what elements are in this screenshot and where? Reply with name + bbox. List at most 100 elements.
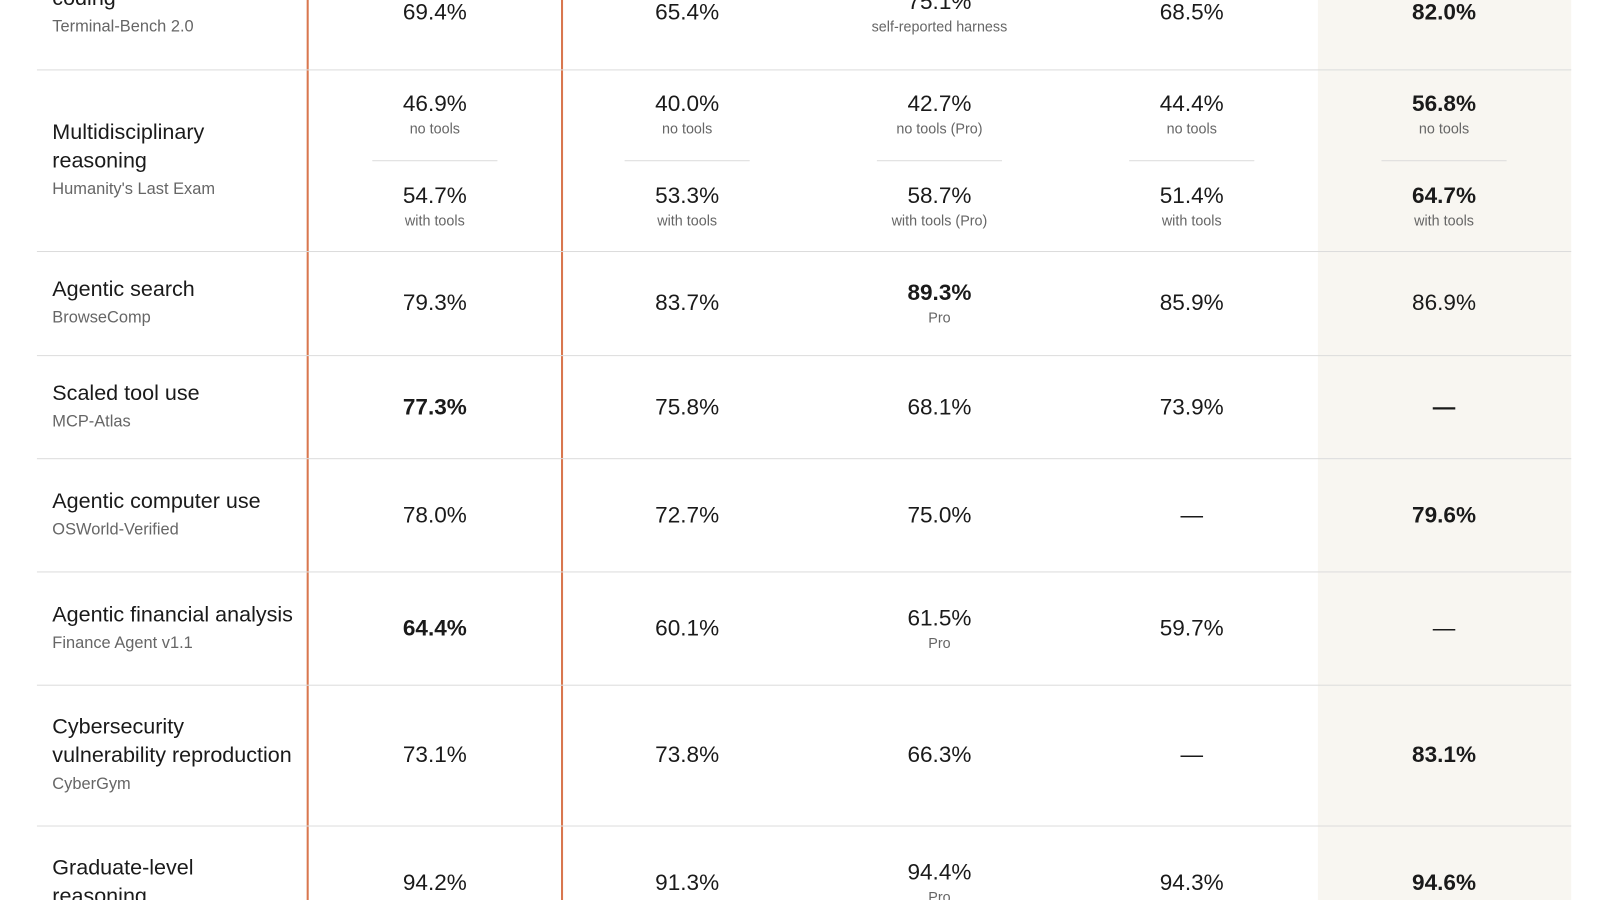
row-header: coding Terminal-Bench 2.0 — [52, 0, 293, 69]
score-value: 68.1% — [907, 393, 972, 419]
score-value: 61.5% — [907, 604, 972, 631]
score-cell: 59.7% — [1069, 571, 1315, 684]
score-cell: 73.1% — [312, 685, 558, 826]
score-cell: 72.7% — [564, 458, 810, 571]
row-separator — [36, 355, 1572, 357]
score-value: 64.4% — [402, 614, 467, 641]
score-part: 64.7% with tools — [1381, 159, 1507, 251]
score-note: Pro — [928, 634, 951, 651]
score-value: 94.2% — [402, 869, 467, 895]
score-cell: 68.5% — [1069, 0, 1315, 69]
score-value: 79.3% — [402, 289, 467, 316]
score-value: 94.3% — [1159, 869, 1224, 895]
row-separator — [36, 69, 1572, 71]
benchmark-name: BrowseComp — [52, 309, 151, 327]
benchmark-name: Terminal-Bench 2.0 — [52, 17, 194, 36]
row-label: Cybersecurity vulnerability reproduction — [52, 715, 292, 768]
benchmark-name: OSWorld-Verified — [52, 520, 179, 539]
score-note: with tools — [1161, 211, 1222, 229]
score-cell: — — [1069, 685, 1315, 826]
score-cell: 61.5% Pro — [816, 571, 1062, 684]
score-note: no tools — [409, 120, 460, 137]
table-row: Agentic computer use OSWorld-Verified 78.0… — [0, 458, 1600, 573]
score-cell: 69.4% — [312, 0, 558, 69]
score-cell: 68.1% — [816, 355, 1062, 458]
score-value: 44.4% — [1159, 91, 1224, 117]
score-value: 78.0% — [402, 501, 467, 528]
score-cell: 79.3% — [312, 251, 558, 355]
score-cell: 94.6% — [1321, 826, 1567, 900]
score-note: with tools — [1414, 211, 1474, 229]
score-value: 68.5% — [1159, 0, 1224, 24]
score-cell: 83.7% — [564, 251, 810, 355]
table-row: Cybersecurity vulnerability reproduction… — [0, 685, 1600, 827]
score-value: 83.1% — [1412, 741, 1477, 768]
row-label: coding — [52, 0, 293, 13]
score-value: 85.9% — [1159, 289, 1224, 316]
score-part: 56.8% no tools — [1381, 69, 1506, 159]
row-label: Agentic search — [52, 277, 195, 302]
score-cell: 94.4% Pro — [816, 826, 1062, 900]
score-cell: 91.3% — [564, 826, 810, 900]
score-note: no tools — [661, 120, 713, 137]
row-label: Multidisciplinary reasoning — [52, 120, 205, 173]
score-part: 58.7% with tools (Pro) — [876, 159, 1003, 251]
score-value: 51.4% — [1159, 182, 1224, 208]
score-cell: 64.4% — [312, 571, 558, 684]
score-cell: 44.4% no tools 51.4% with tools — [1069, 69, 1315, 251]
score-part: 42.7% no tools (Pro) — [877, 69, 1002, 159]
score-value: 86.9% — [1412, 289, 1477, 316]
score-cell: — — [1069, 458, 1315, 571]
score-cell: 83.1% — [1321, 685, 1567, 826]
score-cell: — — [1321, 571, 1567, 684]
score-value: 54.7% — [402, 182, 467, 208]
score-value: 79.6% — [1412, 501, 1477, 528]
score-cell: 66.3% — [816, 685, 1062, 826]
score-cell: 86.9% — [1321, 251, 1567, 355]
score-value: 75.1% — [907, 0, 972, 14]
score-cell: 73.8% — [564, 685, 810, 826]
row-label: Scaled tool use — [52, 381, 200, 405]
score-value: 72.7% — [655, 501, 720, 528]
score-note: with tools (Pro) — [891, 211, 988, 229]
score-cell: 79.6% — [1321, 458, 1567, 571]
score-value: 66.3% — [907, 741, 972, 768]
highlight-column — [1317, 0, 1572, 900]
row-separator — [36, 684, 1572, 686]
score-cell: 75.0% — [816, 458, 1062, 571]
score-cell: 40.0% no tools 53.3% with tools — [564, 69, 810, 251]
score-part: 46.9% no tools — [372, 69, 497, 159]
row-separator — [36, 571, 1572, 573]
row-header: Graduate-level reasoning — [52, 826, 293, 900]
row-header: Agentic financial analysis Finance Agent … — [52, 571, 293, 684]
score-cell: 77.3% — [312, 355, 558, 458]
score-value: — — [1180, 741, 1204, 768]
score-value: 83.7% — [655, 289, 720, 316]
row-header: Agentic computer use OSWorld-Verified — [52, 458, 293, 571]
score-value: — — [1432, 393, 1456, 419]
score-cell: 85.9% — [1069, 251, 1315, 355]
row-header: Cybersecurity vulnerability reproduction… — [52, 685, 293, 826]
score-cell: 56.8% no tools 64.7% with tools — [1321, 69, 1567, 251]
score-value: 75.0% — [907, 501, 972, 528]
score-value: 69.4% — [402, 0, 467, 24]
row-label: Graduate-level reasoning — [52, 856, 194, 900]
score-value: — — [1432, 614, 1456, 641]
score-note: no tools (Pro) — [896, 120, 983, 137]
benchmark-name: MCP-Atlas — [52, 412, 131, 431]
score-cell: — — [1321, 355, 1567, 458]
row-header: Multidisciplinary reasoning Humanity's La… — [52, 69, 293, 251]
row-separator — [36, 825, 1572, 827]
score-value: 53.3% — [655, 182, 720, 208]
score-value: 89.3% — [907, 279, 972, 306]
score-part: 51.4% with tools — [1129, 159, 1255, 251]
row-label: Agentic financial analysis — [52, 602, 293, 627]
score-note: self-reported harness — [871, 17, 1008, 35]
benchmark-name: Humanity's Last Exam — [52, 180, 216, 198]
column-divider — [306, 0, 309, 900]
score-cell: 73.9% — [1069, 355, 1315, 458]
score-cell: 89.3% Pro — [816, 251, 1062, 355]
benchmark-name: CyberGym — [52, 775, 131, 793]
score-value: 56.8% — [1412, 91, 1477, 117]
